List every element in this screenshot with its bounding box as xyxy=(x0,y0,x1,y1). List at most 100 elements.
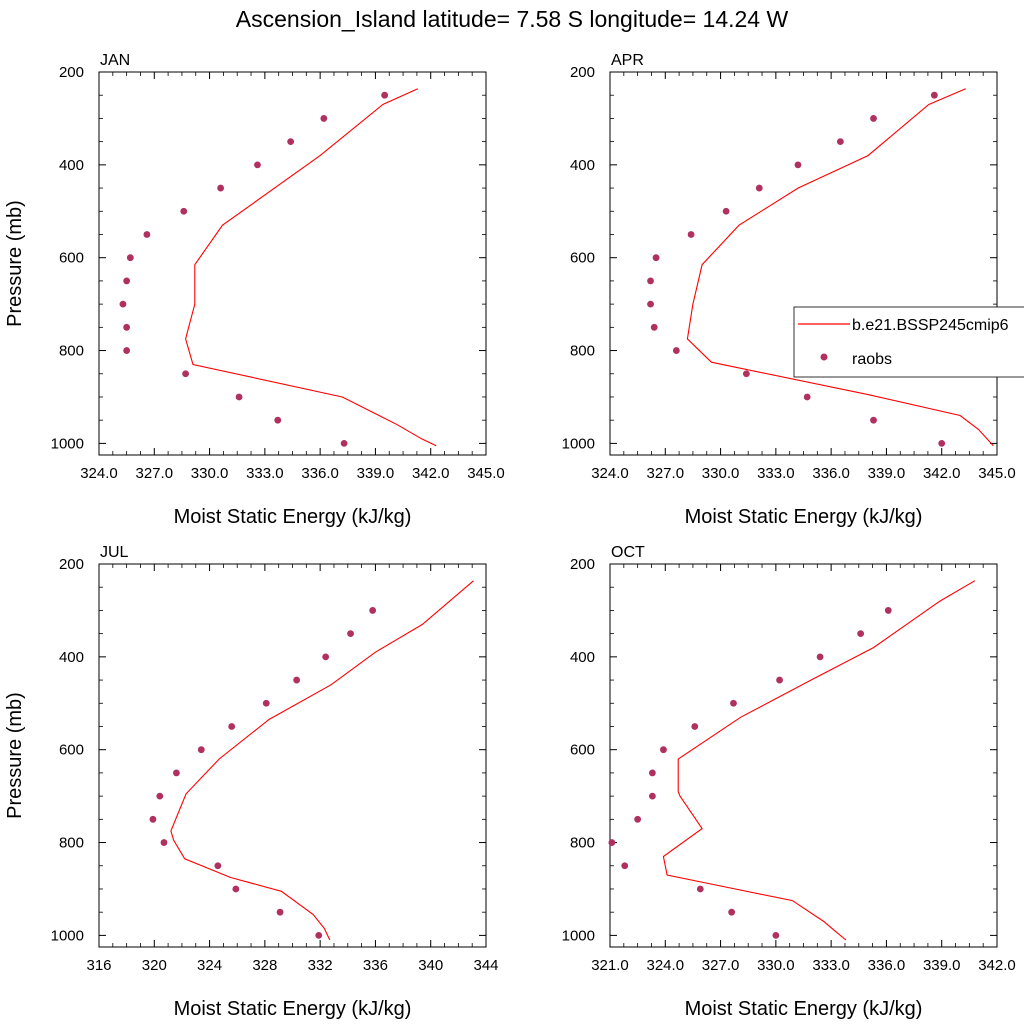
y-tick-label: 600 xyxy=(59,250,84,267)
x-tick-label: 330.0 xyxy=(702,465,740,482)
x-axis-title: Moist Static Energy (kJ/kg) xyxy=(174,998,412,1020)
y-tick-label: 400 xyxy=(59,649,84,666)
x-tick-label: 330.0 xyxy=(191,465,229,482)
raobs-point xyxy=(755,184,763,192)
x-tick-label: 321.0 xyxy=(591,957,629,974)
plot-frame xyxy=(98,71,487,456)
panel-label: JAN xyxy=(100,52,130,69)
x-axis-title: Moist Static Energy (kJ/kg) xyxy=(685,506,923,528)
raobs-point xyxy=(123,277,131,285)
raobs-point xyxy=(621,862,629,870)
model-profile-line xyxy=(185,88,437,447)
panel-label: OCT xyxy=(611,544,645,561)
y-tick-label: 800 xyxy=(570,343,595,360)
raobs-point xyxy=(340,439,348,447)
raobs-point xyxy=(930,91,938,99)
raobs-point xyxy=(156,792,164,800)
x-tick-label: 330.0 xyxy=(757,957,795,974)
model-profile-line xyxy=(686,88,994,447)
legend-box xyxy=(793,306,1024,378)
raobs-point xyxy=(816,653,824,661)
raobs-point xyxy=(232,885,240,893)
panel-label: JUL xyxy=(100,544,129,561)
raobs-point xyxy=(143,231,151,238)
y-tick-label: 1000 xyxy=(562,435,595,452)
legend-label-raobs: raobs xyxy=(852,351,892,368)
raobs-point xyxy=(696,885,704,893)
plot-frame xyxy=(98,563,487,948)
x-tick-label: 333.0 xyxy=(246,465,284,482)
x-tick-label: 336 xyxy=(363,957,388,974)
y-tick-label: 200 xyxy=(570,64,595,81)
panel-apr: APR 324.0 327.0 330.0 333.0 336.0 339.0 342.0 34… xyxy=(562,52,1016,528)
legend: b.e21.BSSP245cmip6 raobs xyxy=(793,306,1024,378)
raobs-point xyxy=(182,370,190,378)
y-tick-label: 1000 xyxy=(562,927,595,944)
raobs-point xyxy=(870,115,877,122)
raobs-point xyxy=(672,347,680,354)
raobs-point xyxy=(648,792,656,800)
x-tick-label: 336.0 xyxy=(812,465,850,482)
panel-jan: JAN 324.0 327.0 330.0 333.0 336.0 339.0 342.0 34… xyxy=(4,52,505,528)
x-tick-label: 342.0 xyxy=(923,465,961,482)
raobs-point xyxy=(608,839,616,846)
raobs-point xyxy=(650,323,658,331)
x-axis-title: Moist Static Energy (kJ/kg) xyxy=(685,998,923,1020)
raobs-point xyxy=(228,723,236,730)
raobs-point xyxy=(772,931,780,939)
x-tick-label: 345.0 xyxy=(467,465,505,482)
x-tick-label: 336.0 xyxy=(868,957,906,974)
x-tick-label: 333.0 xyxy=(812,957,850,974)
raobs-point xyxy=(274,416,282,424)
raobs-point xyxy=(803,393,811,401)
y-tick-label: 200 xyxy=(59,556,84,573)
x-tick-label: 342.0 xyxy=(412,465,450,482)
y-axis-title: Pressure (mb) xyxy=(4,200,26,327)
raobs-point xyxy=(836,138,844,146)
raobs-point xyxy=(884,607,892,614)
x-tick-label: 339.0 xyxy=(923,957,961,974)
raobs-point xyxy=(660,746,667,754)
x-tick-label: 324.0 xyxy=(591,465,629,482)
raobs-point xyxy=(870,416,877,424)
raobs-point xyxy=(276,908,284,916)
raobs-point xyxy=(287,138,295,146)
raobs-point xyxy=(652,254,660,262)
x-tick-label: 336.0 xyxy=(301,465,339,482)
x-tick-label: 339.0 xyxy=(868,465,906,482)
x-tick-label: 316 xyxy=(86,957,111,974)
figure-title: Ascension_Island latitude= 7.58 S longit… xyxy=(236,6,789,32)
raobs-point xyxy=(647,300,654,308)
raobs-point xyxy=(381,91,389,99)
x-tick-label: 324 xyxy=(197,957,222,974)
raobs-point xyxy=(254,161,261,169)
raobs-point xyxy=(722,207,730,215)
raobs-point xyxy=(235,393,243,401)
raobs-point xyxy=(173,769,180,777)
y-tick-label: 400 xyxy=(570,649,595,666)
raobs-point xyxy=(180,207,188,215)
raobs-point xyxy=(293,676,301,684)
x-axis-title: Moist Static Energy (kJ/kg) xyxy=(174,506,412,528)
plot-frame xyxy=(609,71,998,456)
raobs-point xyxy=(123,323,131,331)
raobs-point xyxy=(634,815,642,823)
model-profile-line xyxy=(662,580,976,941)
x-tick-label: 327.0 xyxy=(647,465,685,482)
y-axis-title: Pressure (mb) xyxy=(4,692,26,819)
raobs-point xyxy=(320,115,328,122)
x-tick-label: 328 xyxy=(252,957,277,974)
x-tick-label: 339.0 xyxy=(357,465,395,482)
raobs-point xyxy=(197,746,205,754)
y-tick-label: 200 xyxy=(570,556,595,573)
raobs-point xyxy=(160,839,168,846)
panel-jul: JUL 316 320 324 328 332 336 340 344 200 400 600 800 1… xyxy=(4,544,499,1020)
y-tick-label: 600 xyxy=(59,742,84,759)
panels: JAN 324.0 327.0 330.0 333.0 336.0 339.0 342.0 34… xyxy=(4,52,1016,1020)
x-tick-label: 342.0 xyxy=(978,957,1016,974)
y-tick-label: 800 xyxy=(59,835,84,852)
y-tick-label: 400 xyxy=(59,157,84,174)
legend-dot-swatch xyxy=(820,353,828,361)
raobs-point xyxy=(123,347,131,354)
